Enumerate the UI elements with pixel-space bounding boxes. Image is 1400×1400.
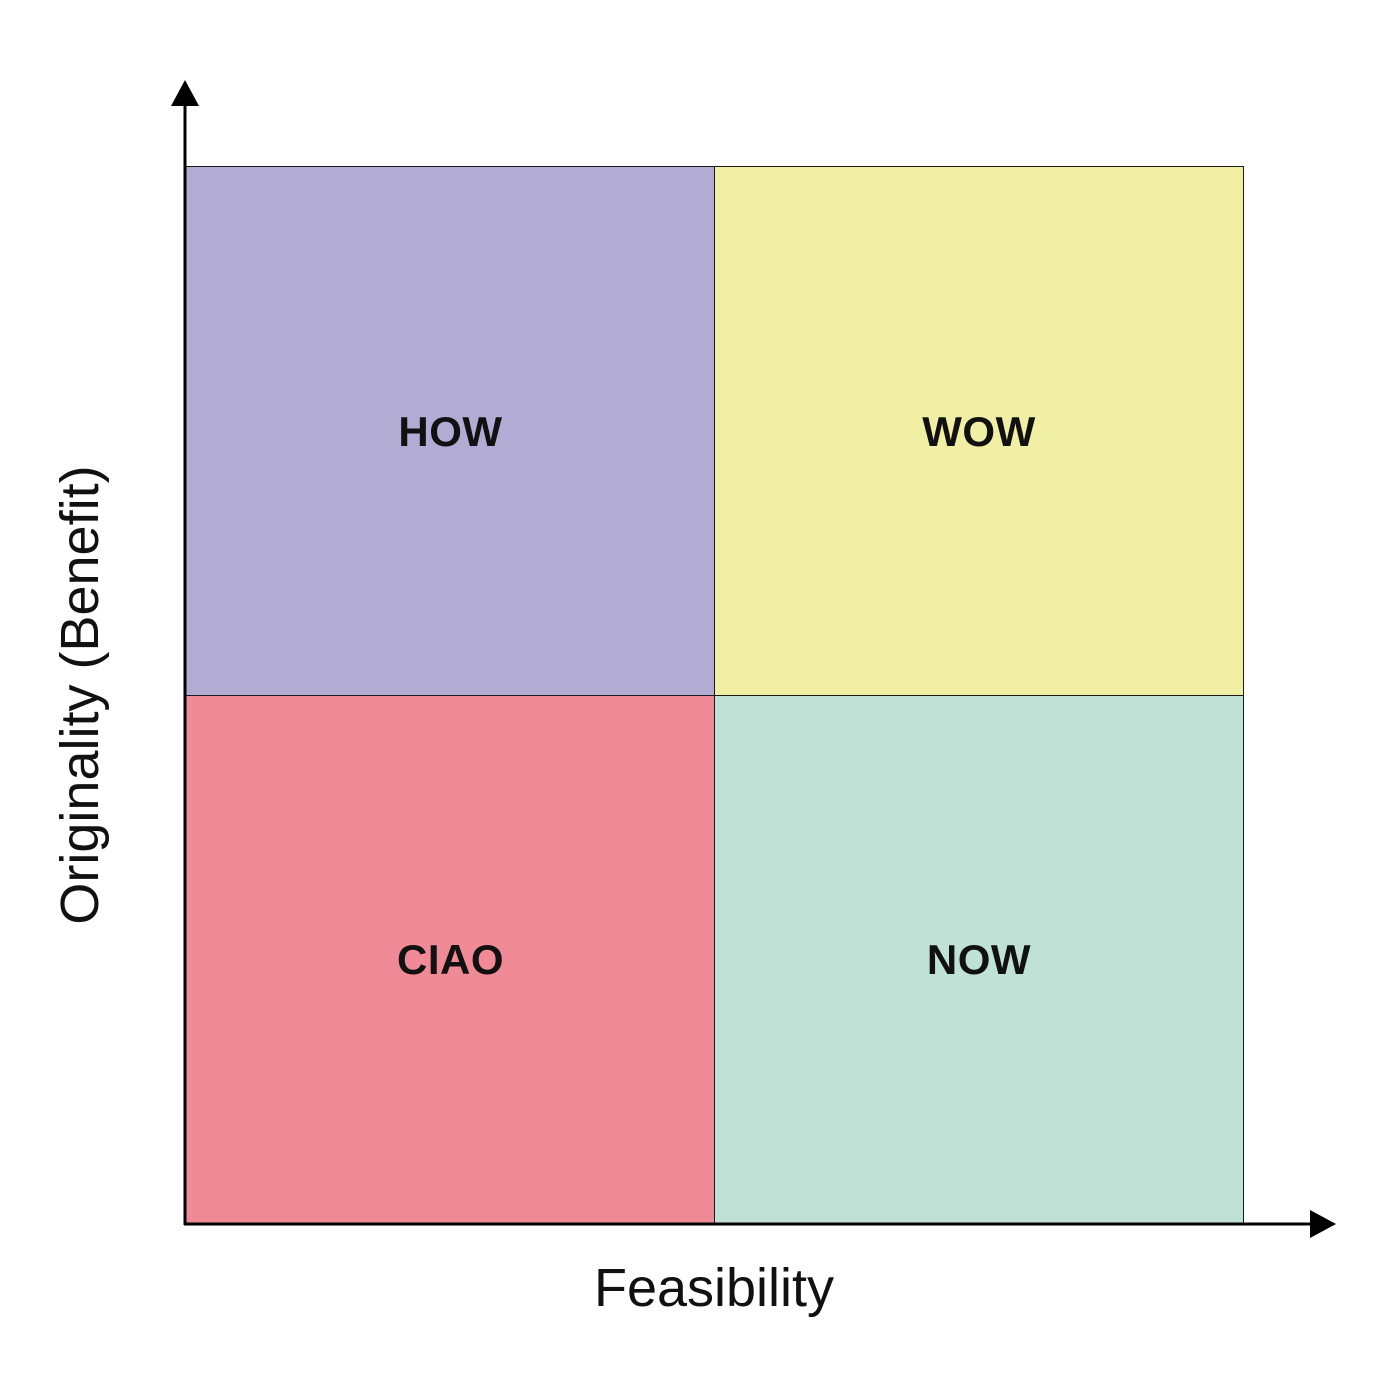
x-axis-arrow-icon: [1310, 1210, 1336, 1238]
x-axis-label: Feasibility: [593, 1258, 835, 1318]
quadrant-now: NOW: [714, 695, 1244, 1225]
y-axis-label: Originality (Benefit): [50, 465, 110, 925]
quadrant-wow: WOW: [714, 166, 1244, 697]
quadrant-how-label: HOW: [398, 407, 503, 455]
y-axis-arrow-icon: [171, 80, 199, 106]
quadrant-ciao-label: CIAO: [397, 936, 504, 983]
quadrant-now-label: NOW: [926, 936, 1032, 983]
quadrant-ciao: CIAO: [185, 695, 716, 1225]
quadrant-wow-label: WOW: [922, 407, 1036, 455]
quadrant-how: HOW: [185, 166, 716, 697]
